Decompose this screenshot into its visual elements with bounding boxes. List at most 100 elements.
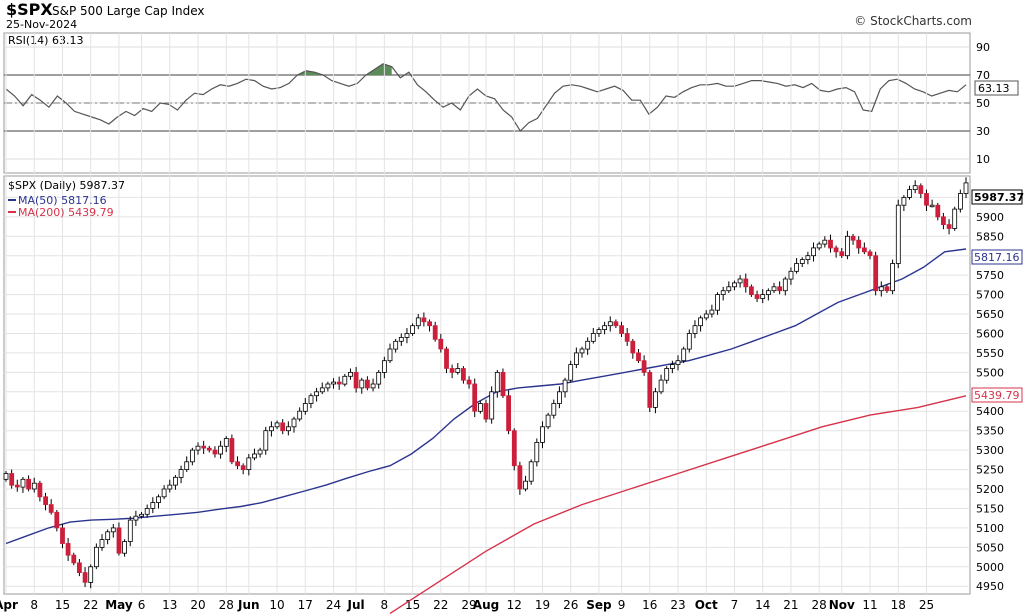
- candle-body: [291, 418, 297, 428]
- candle-body: [54, 511, 60, 529]
- x-tick-label: 8: [381, 598, 389, 612]
- rsi-overbought-fill: [297, 70, 324, 75]
- candlestick: [122, 539, 127, 557]
- x-tick-label: 24: [326, 598, 341, 612]
- x-tick-label: 6: [138, 598, 146, 612]
- x-tick-label: 26: [563, 598, 578, 612]
- candle-body: [878, 286, 884, 292]
- candle-body: [297, 410, 303, 420]
- candle-body: [455, 368, 461, 373]
- candlestick: [540, 421, 545, 449]
- candlestick: [178, 465, 184, 484]
- candlestick: [664, 366, 670, 384]
- candle-body: [432, 325, 438, 340]
- candlestick: [658, 374, 664, 395]
- candlestick: [116, 522, 122, 556]
- candlestick: [732, 280, 737, 291]
- candle-body: [551, 403, 557, 416]
- ma200-line: [389, 395, 967, 614]
- x-tick-label: 11: [862, 598, 877, 612]
- ma50-legend: MA(50) 5817.16: [18, 194, 107, 207]
- candlestick: [924, 189, 929, 211]
- candle-body: [681, 348, 687, 362]
- candle-body: [195, 445, 201, 451]
- candle-body: [364, 379, 370, 389]
- candlestick: [511, 428, 517, 471]
- candlestick: [393, 338, 399, 353]
- candlestick: [641, 355, 647, 376]
- candle-body: [692, 325, 698, 334]
- x-tick-label: 23: [670, 598, 685, 612]
- candlestick: [127, 516, 133, 547]
- candle-body: [325, 383, 331, 389]
- candle-body: [410, 325, 416, 334]
- candle-body: [206, 447, 212, 451]
- candlestick: [528, 459, 534, 485]
- candlestick: [912, 180, 918, 194]
- candle-body: [929, 204, 935, 208]
- candlestick: [579, 346, 585, 358]
- candle-body: [709, 309, 715, 315]
- candle-body: [545, 414, 551, 428]
- rsi-value-box: [974, 80, 1019, 96]
- candlestick: [167, 479, 173, 493]
- candlestick: [918, 183, 924, 199]
- candle-body: [376, 371, 382, 385]
- candle-body: [811, 247, 816, 257]
- x-tick-label: Sep: [586, 598, 612, 612]
- price-tick-label: 5650: [976, 308, 1004, 321]
- candlestick: [172, 475, 178, 490]
- candlestick: [675, 355, 681, 371]
- candle-body: [139, 513, 145, 517]
- candle-body: [331, 381, 337, 385]
- candlestick: [133, 510, 139, 526]
- candlestick: [235, 456, 241, 470]
- candlestick: [280, 419, 286, 435]
- candlestick: [77, 559, 82, 577]
- candle-body: [404, 333, 410, 338]
- candle-body: [348, 371, 353, 377]
- ma200-value-label: 5439.79: [974, 389, 1020, 402]
- candle-body: [43, 496, 48, 505]
- candle-body: [82, 572, 88, 583]
- candle-body: [71, 554, 77, 564]
- candlestick: [308, 393, 314, 409]
- candlestick: [110, 524, 116, 538]
- candle-body: [144, 508, 150, 515]
- candlestick: [726, 281, 732, 294]
- candle-body: [828, 239, 833, 249]
- candlestick: [517, 461, 523, 495]
- candlestick: [873, 251, 879, 296]
- stockcharts-brand[interactable]: © StockCharts.com: [854, 14, 972, 28]
- candle-body: [500, 371, 506, 397]
- candlestick: [839, 247, 845, 259]
- candlestick: [878, 281, 884, 297]
- candle-body: [302, 403, 308, 412]
- candlestick: [619, 321, 624, 337]
- candlestick: [709, 304, 715, 318]
- candle-body: [212, 449, 218, 455]
- price-tick-label: 5400: [976, 405, 1004, 418]
- candle-body: [511, 430, 517, 467]
- candle-body: [867, 251, 873, 257]
- candle-body: [20, 478, 26, 488]
- price-panel: 5950590058505800575057005650560055505500…: [0, 33, 1024, 614]
- rsi-tick-label: 10: [976, 153, 990, 166]
- rsi-tick-label: 30: [976, 125, 990, 138]
- candlestick: [342, 373, 348, 387]
- candlestick: [681, 346, 687, 364]
- price-tick-label: 5300: [976, 444, 1004, 457]
- candle-body: [421, 317, 427, 323]
- candle-body: [393, 340, 399, 350]
- candle-body: [771, 286, 777, 292]
- candlestick: [613, 319, 619, 329]
- candlestick: [398, 333, 404, 346]
- candle-body: [562, 379, 568, 393]
- x-tick-label: 28: [812, 598, 827, 612]
- candlestick: [551, 399, 557, 419]
- candlestick: [811, 242, 816, 262]
- candlestick: [477, 401, 483, 414]
- candle-body: [952, 208, 958, 229]
- rsi-tick-label: 90: [976, 41, 990, 54]
- candle-body: [935, 204, 941, 218]
